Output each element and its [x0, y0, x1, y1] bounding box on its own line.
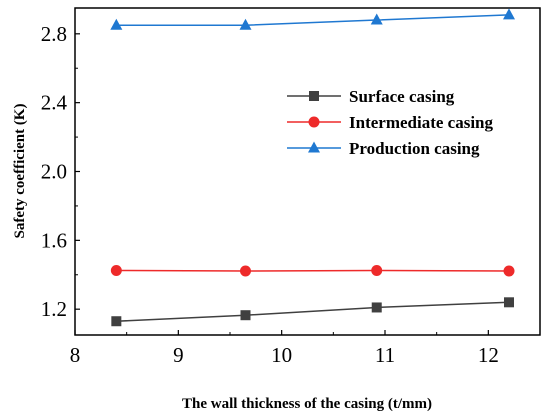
x-tick-label: 8: [70, 343, 81, 367]
intermediate-casing-point: [110, 264, 122, 276]
intermediate-casing-line: [116, 269, 510, 272]
legend-label-intermediate-casing: Intermediate casing: [349, 113, 494, 132]
production-casing-point: [239, 18, 252, 30]
x-tick-label: 11: [375, 343, 395, 367]
legend-label-surface-casing: Surface casing: [349, 87, 455, 106]
production-casing-point: [503, 8, 515, 20]
y-tick-label: 2.0: [41, 160, 67, 184]
y-axis-ticks: 1.2 1.6 2.0 2.4 2.8: [41, 22, 80, 321]
y-tick-label: 1.6: [41, 228, 67, 252]
legend-marker-surface-casing: [309, 91, 319, 101]
y-tick-label: 2.4: [41, 91, 68, 115]
x-tick-label: 10: [271, 343, 292, 367]
x-axis-ticks: 8 9 10 11 12: [70, 330, 499, 367]
plot-frame: [74, 7, 541, 336]
y-axis-label: Safety coefficient (K): [12, 104, 28, 239]
legend-marker-intermediate-casing: [308, 116, 320, 128]
surface-casing-point: [111, 316, 122, 327]
intermediate-casing-point: [240, 265, 251, 277]
intermediate-casing-point: [371, 264, 383, 276]
x-tick-label: 9: [173, 343, 184, 367]
legend-marker-production-casing: [308, 141, 320, 153]
series-layer: [110, 8, 515, 327]
production-casing-point: [370, 13, 383, 25]
x-axis-label: The wall thickness of the casing (t/mm): [182, 396, 432, 412]
production-casing-line: [116, 14, 510, 26]
y-tick-label: 2.8: [41, 22, 67, 46]
legend: Surface casing Intermediate casing Product…: [287, 87, 494, 158]
production-casing-point: [110, 18, 123, 30]
surface-casing-point: [240, 310, 251, 321]
surface-casing-point: [371, 302, 382, 313]
surface-casing-line: [116, 301, 510, 322]
x-tick-label: 12: [478, 343, 499, 367]
surface-casing-point: [504, 297, 514, 308]
legend-label-production-casing: Production casing: [349, 139, 480, 158]
y-tick-label: 1.2: [41, 297, 67, 321]
intermediate-casing-point: [503, 265, 515, 277]
